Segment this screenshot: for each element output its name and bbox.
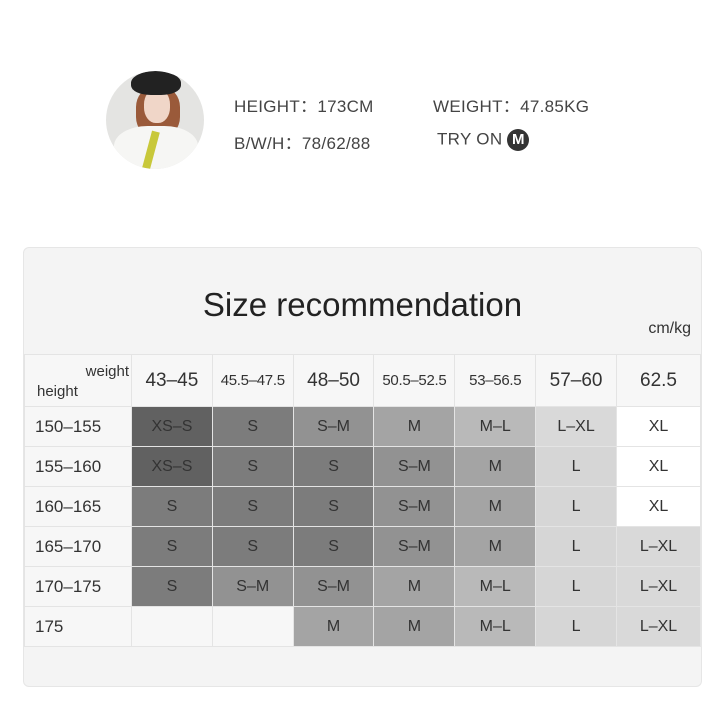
weight-column-header: 48–50 [292, 354, 375, 407]
size-cell: S–M [292, 406, 375, 447]
corner-cell: weight height [24, 354, 132, 407]
size-cell: S [131, 566, 213, 607]
corner-height-label: height [37, 383, 78, 400]
size-cell: S–M [373, 526, 456, 567]
size-cell: M [373, 566, 456, 607]
size-cell: L–XL [616, 526, 701, 567]
size-cell: M–L [454, 406, 537, 447]
size-cell: S [131, 486, 213, 527]
size-cell: L [535, 566, 617, 607]
height-row-header: 165–170 [24, 526, 132, 567]
size-cell [131, 606, 213, 647]
model-weight: WEIGHT：47.85KG [433, 97, 590, 116]
header-row: weight height 43–45 45.5–47.5 48–50 50.5–52.5… [24, 354, 701, 407]
height-row-header: 170–175 [24, 566, 132, 607]
height-row-header: 160–165 [24, 486, 132, 527]
size-cell: S–M [373, 446, 456, 487]
size-cell: XL [616, 486, 701, 527]
size-cell: S [211, 526, 294, 567]
size-badge: M [507, 129, 530, 151]
size-cell: S [292, 526, 375, 567]
size-cell: S [292, 486, 375, 527]
weight-column-header: 45.5–47.5 [211, 354, 294, 407]
size-cell: L–XL [616, 606, 701, 647]
size-cell: XL [616, 446, 701, 487]
size-cell: L [535, 486, 617, 527]
size-cell: S–M [292, 566, 375, 607]
size-cell: L–XL [535, 406, 617, 447]
size-cell: S [211, 486, 294, 527]
size-cell: XL [616, 406, 701, 447]
weight-column-header: 57–60 [535, 354, 617, 407]
chart-title: Size recommendation [202, 286, 523, 323]
table-row: 155–160 XS–S S S S–M M L XL [24, 446, 701, 487]
height-row-header: 150–155 [24, 406, 132, 447]
table-row: 150–155 XS–S S S–M M M–L L–XL XL [24, 406, 701, 447]
size-cell: S [292, 446, 375, 487]
table-row: 175 M M M–L L L–XL [24, 606, 701, 647]
model-try-on: TRY ON M [437, 129, 530, 151]
size-cell: L [535, 446, 617, 487]
size-cell: L [535, 606, 617, 647]
size-cell: M [373, 406, 456, 447]
size-cell: S [211, 446, 294, 487]
weight-column-header: 62.5 [616, 354, 701, 407]
size-cell: M [454, 446, 537, 487]
model-avatar [106, 71, 204, 169]
size-cell: L–XL [616, 566, 701, 607]
size-cell: M [373, 606, 456, 647]
weight-column-header: 53–56.5 [454, 354, 537, 407]
height-row-header: 175 [24, 606, 132, 647]
table-row: 170–175 S S–M S–M M M–L L L–XL [24, 566, 701, 607]
size-cell: M–L [454, 566, 537, 607]
size-cell: XS–S [131, 446, 213, 487]
size-cell: XS–S [131, 406, 213, 447]
size-cell: M–L [454, 606, 537, 647]
model-height: HEIGHT：173CM [234, 97, 374, 116]
size-cell: M [292, 606, 375, 647]
size-cell: L [535, 526, 617, 567]
table-row: 165–170 S S S S–M M L L–XL [24, 526, 701, 567]
size-cell: M [454, 526, 537, 567]
unit-label: cm/kg [648, 320, 691, 337]
weight-column-header: 43–45 [131, 354, 213, 407]
size-cell: S [131, 526, 213, 567]
table-row: 160–165 S S S S–M M L XL [24, 486, 701, 527]
size-cell [211, 606, 294, 647]
size-cell: M [454, 486, 537, 527]
size-chart-card: Size recommendation cm/kg weight height 43… [23, 247, 702, 687]
corner-weight-label: weight [85, 363, 129, 380]
height-row-header: 155–160 [24, 446, 132, 487]
size-cell: S–M [373, 486, 456, 527]
size-cell: S [211, 406, 294, 447]
size-table: weight height 43–45 45.5–47.5 48–50 50.5–52.5… [24, 354, 701, 647]
size-cell: S–M [211, 566, 294, 607]
model-bwh: B/W/H：78/62/88 [234, 134, 371, 153]
weight-column-header: 50.5–52.5 [373, 354, 456, 407]
